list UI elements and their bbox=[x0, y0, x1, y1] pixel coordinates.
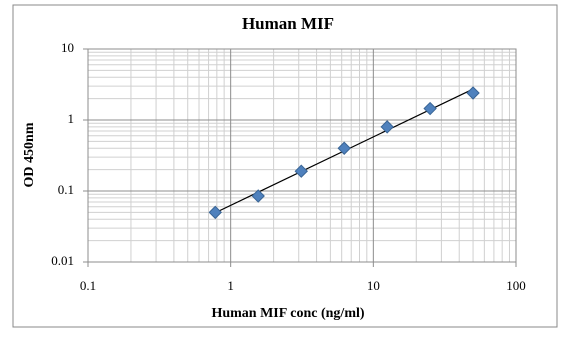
data-point bbox=[423, 101, 437, 116]
chart-title: Human MIF bbox=[242, 14, 334, 33]
y-tick-label: 0.01 bbox=[51, 253, 74, 268]
x-tick-label: 100 bbox=[506, 278, 526, 293]
y-tick-label: 0.1 bbox=[58, 182, 74, 197]
x-tick-label: 10 bbox=[367, 278, 380, 293]
y-tick-label: 10 bbox=[61, 40, 74, 55]
data-point bbox=[251, 189, 265, 203]
plot-area-border bbox=[87, 48, 517, 263]
chart-frame bbox=[12, 4, 558, 328]
data-point bbox=[337, 141, 351, 155]
x-axis-label: Human MIF conc (ng/ml) bbox=[211, 306, 364, 321]
x-tick-label: 0.1 bbox=[80, 278, 96, 293]
data-point bbox=[466, 86, 480, 100]
data-point bbox=[208, 205, 222, 220]
data-point bbox=[380, 120, 394, 134]
y-axis-label: OD 450nm bbox=[22, 122, 37, 187]
y-tick-label: 1 bbox=[68, 111, 75, 126]
x-tick-label: 1 bbox=[227, 278, 234, 293]
data-point bbox=[294, 164, 308, 178]
